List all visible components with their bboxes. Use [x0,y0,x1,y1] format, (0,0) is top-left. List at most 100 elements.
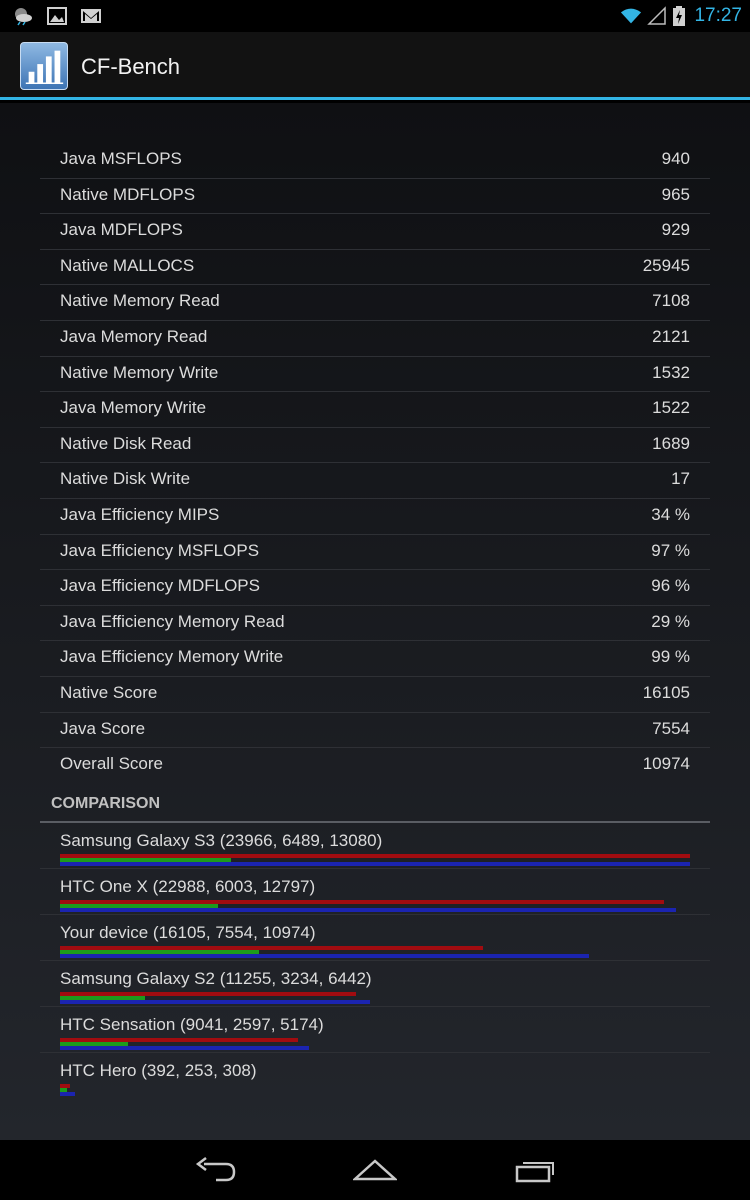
comparison-label: Samsung Galaxy S2 (11255, 3234, 6442) [60,969,372,988]
result-row: Java Memory Read 2121 [40,321,710,357]
comparison-header: COMPARISON [51,795,161,812]
comparison-item: HTC One X (22988, 6003, 12797) [40,869,710,915]
comparison-label: HTC Hero (392, 253, 308) [60,1061,257,1080]
comparison-item: Samsung Galaxy S3 (23966, 6489, 13080) [40,823,710,869]
overall-score-bar [60,908,676,912]
native-score-bar [60,946,483,950]
java-score-bar [60,1088,67,1092]
java-score-bar [60,858,231,862]
home-icon[interactable] [353,1155,397,1185]
overall-score-bar [60,1000,370,1004]
java-score-bar [60,996,145,1000]
result-row: Java Efficiency MDFLOPS 96 % [40,570,710,606]
result-value: 2121 [652,326,690,346]
result-label: Native Memory Write [60,362,219,382]
app-logo-icon[interactable] [20,42,68,90]
comparison-item: Samsung Galaxy S2 (11255, 3234, 6442) [40,961,710,1007]
native-score-bar [60,1084,70,1088]
comparison-label: Samsung Galaxy S3 (23966, 6489, 13080) [60,831,383,850]
result-label: Overall Score [60,754,163,774]
result-value: 97 % [651,540,690,560]
comparison-list: Samsung Galaxy S3 (23966, 6489, 13080) H… [40,823,710,1099]
action-bar: CF-Bench [0,32,750,100]
navigation-bar [0,1140,750,1200]
result-row: Native Disk Read 1689 [40,428,710,464]
results-list: Java MSFLOPS 940 Native MDFLOPS 965 Java M… [40,143,710,784]
result-row: Java MDFLOPS 929 [40,214,710,250]
result-value: 34 % [651,504,690,524]
result-value: 965 [661,184,690,204]
gmail-icon [81,9,101,23]
result-row: Native MALLOCS 25945 [40,250,710,286]
result-label: Java Efficiency Memory Write [60,647,284,667]
result-label: Native Score [60,682,158,702]
result-label: Java MDFLOPS [60,220,183,240]
result-value: 17 [671,469,690,489]
result-label: Java Efficiency Memory Read [60,611,285,631]
result-value: 929 [661,220,690,240]
result-label: Native Disk Read [60,433,192,453]
result-label: Java Memory Write [60,398,207,418]
result-label: Native MALLOCS [60,255,195,275]
result-label: Native Memory Read [60,291,220,311]
result-row: Native Memory Write 1532 [40,357,710,393]
java-score-bar [60,1042,128,1046]
result-value: 7554 [652,718,690,738]
comparison-label: HTC One X (22988, 6003, 12797) [60,877,316,896]
result-value: 10974 [642,754,690,774]
image-icon [47,7,67,25]
native-score-bar [60,900,664,904]
result-label: Java Efficiency MSFLOPS [60,540,260,560]
result-label: Java Efficiency MIPS [60,504,220,524]
result-value: 29 % [651,611,690,631]
result-label: Java Memory Read [60,326,208,346]
result-value: 16105 [642,682,690,702]
result-row: Native Score 16105 [40,677,710,713]
weather-icon [15,8,32,26]
result-value: 25945 [642,255,690,275]
java-score-bar [60,950,259,954]
result-value: 1532 [652,362,690,382]
result-row: Java Efficiency Memory Read 29 % [40,606,710,642]
comparison-divider [40,821,710,823]
overall-score-bar [60,1092,75,1096]
comparison-item: Your device (16105, 7554, 10974) [40,915,710,961]
status-clock: 17:27 [694,5,742,26]
result-value: 1689 [652,433,690,453]
native-score-bar [60,1038,298,1042]
signal-icon [647,6,667,25]
result-label: Native MDFLOPS [60,184,196,204]
result-row: Java Efficiency MSFLOPS 97 % [40,535,710,571]
recent-apps-icon[interactable] [513,1155,557,1185]
result-row: Native Disk Write 17 [40,463,710,499]
result-row: Overall Score 10974 [40,748,710,784]
result-value: 96 % [651,576,690,596]
result-value: 99 % [651,647,690,667]
result-row: Java Memory Write 1522 [40,392,710,428]
result-value: 940 [661,149,690,168]
overall-score-bar [60,1046,309,1050]
comparison-item: HTC Sensation (9041, 2597, 5174) [40,1007,710,1053]
comparison-label: HTC Sensation (9041, 2597, 5174) [60,1015,324,1034]
java-score-bar [60,904,218,908]
battery-charging-icon [673,6,686,26]
result-label: Java Score [60,718,146,738]
wifi-icon [621,8,642,24]
result-label: Native Disk Write [60,469,191,489]
overall-score-bar [60,862,690,866]
overall-score-bar [60,954,589,958]
results-screen[interactable]: Java MSFLOPS 940 Native MDFLOPS 965 Java M… [0,103,750,1140]
app-title: CF-Bench [81,54,181,79]
comparison-item: HTC Hero (392, 253, 308) [40,1053,710,1099]
native-score-bar [60,992,356,996]
result-value: 7108 [652,291,690,311]
status-bar: 17:27 [0,0,750,32]
result-row: Java Score 7554 [40,713,710,749]
result-label: Java MSFLOPS [60,149,182,168]
back-icon[interactable] [194,1155,238,1185]
result-value: 1522 [652,398,690,418]
result-row: Java Efficiency Memory Write 99 % [40,641,710,677]
native-score-bar [60,854,690,858]
result-row: Native MDFLOPS 965 [40,179,710,215]
result-row: Java Efficiency MIPS 34 % [40,499,710,535]
